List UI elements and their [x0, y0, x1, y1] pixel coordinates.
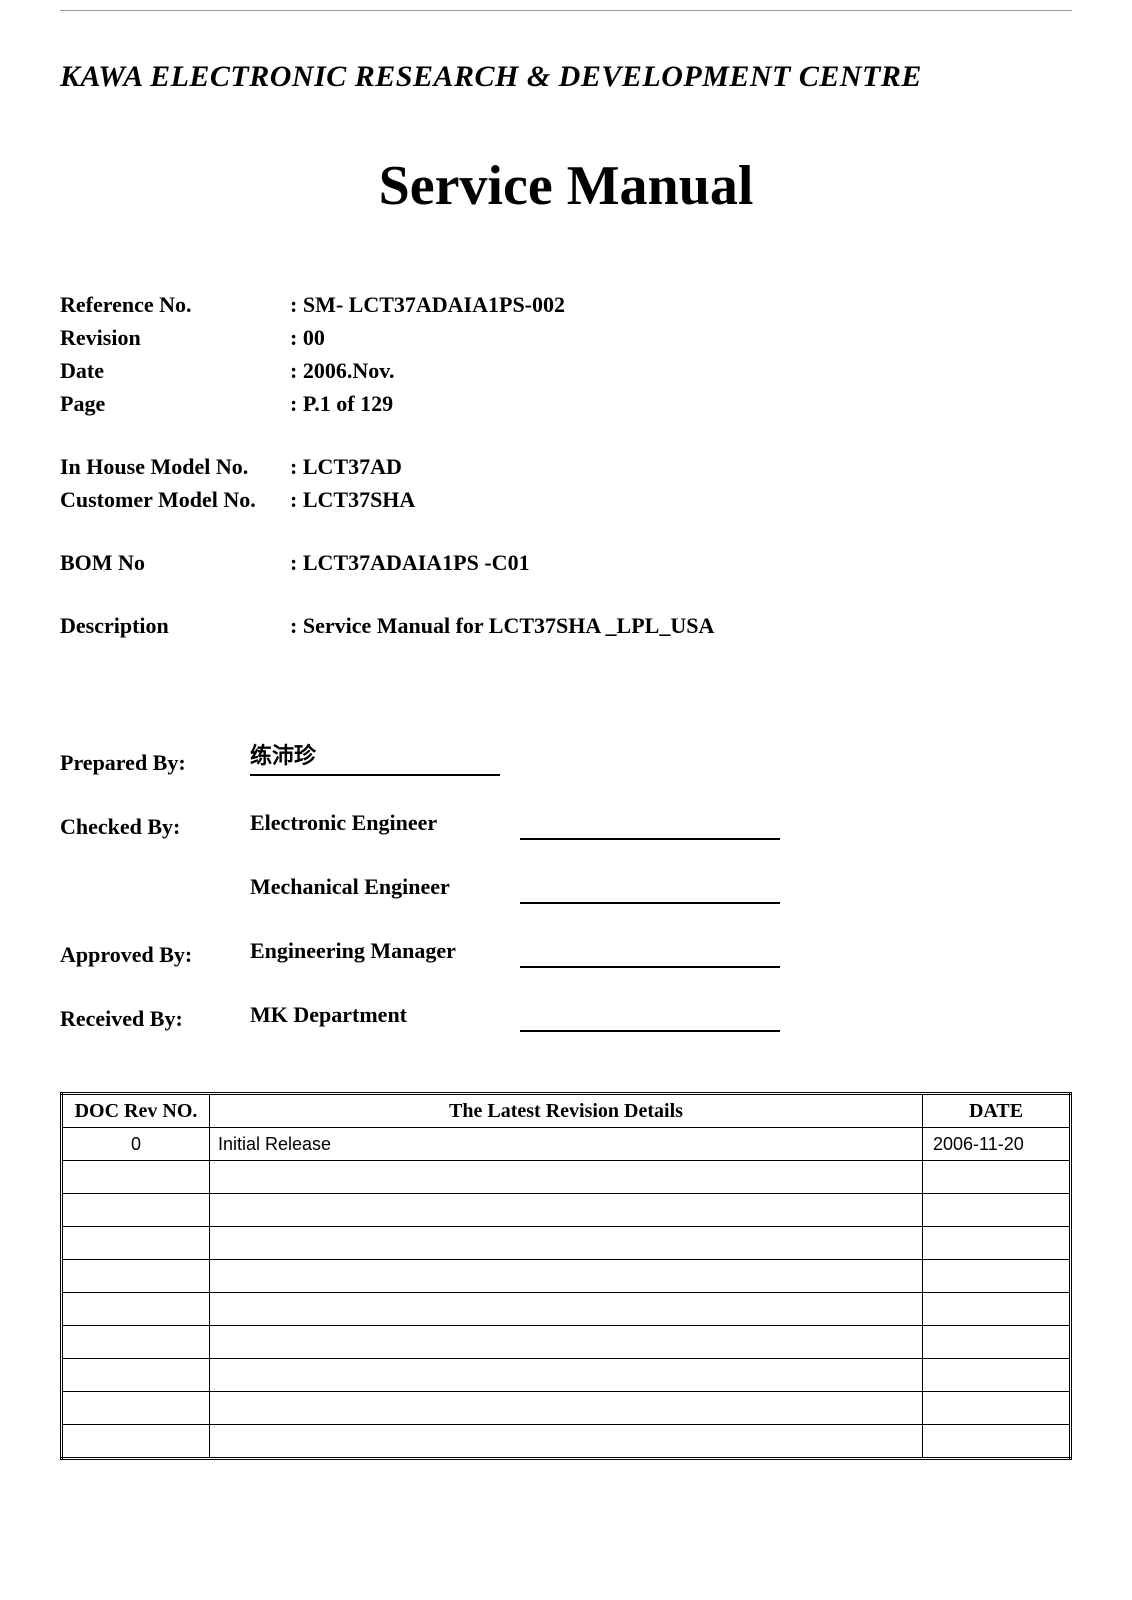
cell-date — [923, 1194, 1071, 1227]
signature-line — [520, 901, 780, 904]
col-header-date: DATE — [923, 1094, 1071, 1128]
meta-block-reference: Reference No. SM- LCT37ADAIA1PS-002 Revi… — [60, 288, 1072, 420]
table-header-row: DOC Rev NO. The Latest Revision Details … — [62, 1094, 1071, 1128]
meta-label: Date — [60, 354, 290, 387]
meta-row: BOM No LCT37ADAIA1PS -C01 — [60, 546, 1072, 579]
table-row — [62, 1293, 1071, 1326]
meta-block-description: Description Service Manual for LCT37SHA … — [60, 609, 1072, 642]
cell-details — [210, 1293, 923, 1326]
signature-line — [520, 965, 780, 968]
cell-rev — [62, 1227, 210, 1260]
signoff-role: MK Department — [250, 1002, 500, 1032]
meta-label: Revision — [60, 321, 290, 354]
table-row — [62, 1161, 1071, 1194]
cell-details — [210, 1425, 923, 1459]
cell-date — [923, 1161, 1071, 1194]
revision-table-body: 0 Initial Release 2006-11-20 — [62, 1128, 1071, 1459]
meta-label: Description — [60, 609, 290, 642]
cell-details — [210, 1260, 923, 1293]
cell-date — [923, 1293, 1071, 1326]
signature-line — [520, 837, 780, 840]
meta-value: 00 — [290, 321, 325, 354]
meta-value: LCT37SHA — [290, 483, 415, 516]
meta-row: Customer Model No. LCT37SHA — [60, 483, 1072, 516]
meta-value: LCT37AD — [290, 450, 402, 483]
meta-label: Reference No. — [60, 288, 290, 321]
meta-block-bom: BOM No LCT37ADAIA1PS -C01 — [60, 546, 1072, 579]
meta-block-model: In House Model No. LCT37AD Customer Mode… — [60, 450, 1072, 516]
meta-value: P.1 of 129 — [290, 387, 393, 420]
revision-table: DOC Rev NO. The Latest Revision Details … — [60, 1092, 1072, 1460]
cell-details — [210, 1326, 923, 1359]
cell-rev — [62, 1326, 210, 1359]
meta-value: LCT37ADAIA1PS -C01 — [290, 546, 530, 579]
cell-rev: 0 — [62, 1128, 210, 1161]
cell-details — [210, 1161, 923, 1194]
meta-row: Revision 00 — [60, 321, 1072, 354]
meta-label: Customer Model No. — [60, 483, 290, 516]
signoff-block: Prepared By: 练沛珍 Checked By: Electronic … — [60, 712, 1072, 1032]
table-row — [62, 1194, 1071, 1227]
cell-date — [923, 1227, 1071, 1260]
cell-date — [923, 1359, 1071, 1392]
meta-row: Date 2006.Nov. — [60, 354, 1072, 387]
signoff-role: 练沛珍 — [250, 738, 500, 776]
cell-rev — [62, 1293, 210, 1326]
cell-details — [210, 1359, 923, 1392]
document-page: KAWA ELECTRONIC RESEARCH & DEVELOPMENT C… — [0, 0, 1132, 1600]
cell-rev — [62, 1194, 210, 1227]
signoff-role: Engineering Manager — [250, 938, 500, 968]
cell-date — [923, 1425, 1071, 1459]
signoff-row-received: Received By: MK Department — [60, 968, 1072, 1032]
meta-value: SM- LCT37ADAIA1PS-002 — [290, 288, 565, 321]
signoff-row-approved: Approved By: Engineering Manager — [60, 904, 1072, 968]
signoff-label: Checked By: — [60, 814, 250, 840]
cell-date — [923, 1392, 1071, 1425]
cell-rev — [62, 1161, 210, 1194]
cell-rev — [62, 1425, 210, 1459]
cell-rev — [62, 1392, 210, 1425]
signoff-row-checked-ee: Checked By: Electronic Engineer — [60, 776, 1072, 840]
meta-value: Service Manual for LCT37SHA _LPL_USA — [290, 609, 714, 642]
cell-details: Initial Release — [210, 1128, 923, 1161]
signoff-role: Electronic Engineer — [250, 810, 500, 840]
meta-value: 2006.Nov. — [290, 354, 395, 387]
col-header-rev: DOC Rev NO. — [62, 1094, 210, 1128]
signoff-row-prepared: Prepared By: 练沛珍 — [60, 712, 1072, 776]
meta-row: Reference No. SM- LCT37ADAIA1PS-002 — [60, 288, 1072, 321]
cell-details — [210, 1392, 923, 1425]
table-row — [62, 1260, 1071, 1293]
cell-details — [210, 1227, 923, 1260]
cell-rev — [62, 1359, 210, 1392]
signoff-role: Mechanical Engineer — [250, 874, 500, 904]
table-row — [62, 1227, 1071, 1260]
signature-line — [520, 1029, 780, 1032]
meta-label: Page — [60, 387, 290, 420]
table-row — [62, 1425, 1071, 1459]
cell-date — [923, 1260, 1071, 1293]
cell-date: 2006-11-20 — [923, 1128, 1071, 1161]
document-title: Service Manual — [60, 154, 1072, 218]
signoff-label: Received By: — [60, 1006, 250, 1032]
cell-details — [210, 1194, 923, 1227]
table-row — [62, 1326, 1071, 1359]
cell-rev — [62, 1260, 210, 1293]
org-name: KAWA ELECTRONIC RESEARCH & DEVELOPMENT C… — [60, 60, 1072, 94]
signoff-row-checked-me: Mechanical Engineer — [60, 840, 1072, 904]
meta-label: BOM No — [60, 546, 290, 579]
meta-row: In House Model No. LCT37AD — [60, 450, 1072, 483]
meta-row: Page P.1 of 129 — [60, 387, 1072, 420]
signoff-label: Approved By: — [60, 942, 250, 968]
signoff-label: Prepared By: — [60, 750, 250, 776]
meta-row: Description Service Manual for LCT37SHA … — [60, 609, 1072, 642]
table-row — [62, 1392, 1071, 1425]
cell-date — [923, 1326, 1071, 1359]
table-row: 0 Initial Release 2006-11-20 — [62, 1128, 1071, 1161]
meta-label: In House Model No. — [60, 450, 290, 483]
col-header-details: The Latest Revision Details — [210, 1094, 923, 1128]
table-row — [62, 1359, 1071, 1392]
